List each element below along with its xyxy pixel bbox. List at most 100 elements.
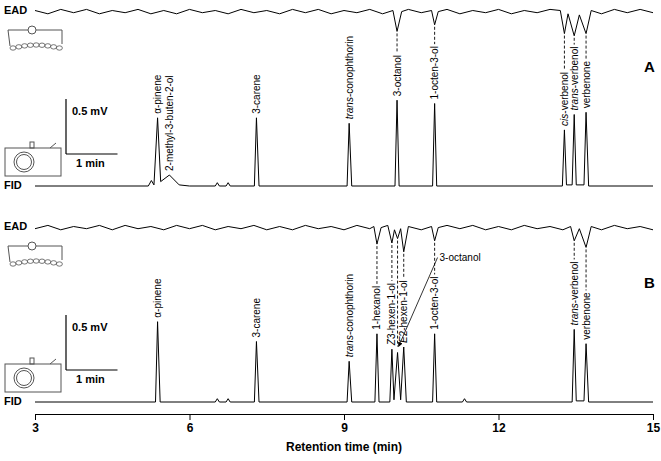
antenna-segment (10, 46, 16, 50)
response-line (574, 38, 575, 45)
icons (5, 242, 62, 392)
trace-line (35, 225, 653, 251)
gc-column (14, 368, 34, 388)
scale-bar-label: 0.5 mV (72, 321, 108, 333)
response-line (574, 243, 575, 260)
antenna-wire (36, 30, 62, 31)
scale-bar-x (66, 369, 118, 370)
antenna-segment (56, 262, 62, 266)
tick-label: 9 (341, 421, 348, 435)
x-axis: 3 6 9 12 15 (32, 414, 660, 435)
trace-group (35, 9, 653, 35)
trace-line (35, 9, 653, 35)
antenna-segment (39, 259, 45, 263)
tick-label: 15 (647, 421, 661, 435)
electrode (62, 246, 63, 260)
peak-label: trans-conophthorin (344, 36, 355, 119)
antenna-segment (39, 43, 45, 47)
tick-label: 12 (492, 421, 506, 435)
antenna-segment (22, 44, 28, 48)
response-line (391, 245, 392, 281)
tick: 6 (187, 414, 194, 435)
panel: EADFIDα-pinene2-methyl-3-buten-2-ol3-car… (4, 4, 655, 191)
gc-box (5, 148, 61, 176)
scale-bar-label: 1 min (76, 373, 105, 385)
callout-arrow (399, 258, 438, 347)
antenna-segment (33, 259, 39, 263)
response-line (397, 241, 398, 347)
axis-title: Retention time (min) (286, 440, 402, 454)
tick: 12 (492, 414, 506, 435)
tick-label: 3 (32, 421, 39, 435)
peak-label: 1-octen-3-ol (429, 46, 440, 99)
peak-label: 2-methyl-3-buten-2-ol (164, 75, 175, 171)
response-line (564, 36, 565, 70)
tick: 3 (32, 414, 39, 435)
gc-outlet (50, 143, 56, 148)
gc-injector (30, 142, 34, 148)
antenna-segment (22, 260, 28, 264)
amplifier (28, 242, 36, 250)
peak-label: 1-octen-3-ol (429, 276, 440, 329)
antenna-segment (16, 45, 22, 49)
icons (5, 26, 62, 176)
gc-column (14, 152, 34, 172)
panel: EADFIDα-pinene3-carenetrans-conophthorin… (4, 220, 655, 407)
track-label: EAD (4, 220, 27, 232)
antenna-wire (8, 246, 28, 247)
electrode (8, 246, 10, 262)
tick-mark (653, 414, 654, 420)
peak-label: α-pinene (152, 74, 163, 114)
tick: 9 (341, 414, 348, 435)
peak-label: E2-hexen-1-ol (398, 280, 409, 343)
response-line (403, 254, 404, 278)
tick-mark (344, 414, 345, 420)
peak-label: 3-octanol (392, 55, 403, 96)
tick-mark (499, 414, 500, 420)
response-line (397, 33, 398, 53)
track-label: EAD (4, 4, 27, 16)
trace-group (35, 225, 653, 251)
peak-label: trans-conophthorin (344, 274, 355, 357)
antenna-segment (27, 43, 33, 47)
track-label: FID (4, 179, 22, 191)
tick-label: 6 (187, 421, 194, 435)
antenna-segment (27, 259, 33, 263)
electrode (62, 30, 63, 44)
antenna-wire (8, 30, 28, 31)
scale-bar-x (66, 153, 118, 154)
panel-label: A (644, 58, 655, 75)
gc-injector (30, 358, 34, 364)
tick-mark (35, 414, 36, 420)
track-label: FID (4, 395, 22, 407)
chart: EAD FID α-pinene2-methyl-3-buten-2-ol 3-car… (0, 0, 661, 461)
response-line (434, 27, 435, 44)
callout-label: 3-octanol (440, 252, 481, 263)
gc-box (5, 364, 61, 392)
peak-label: verbenone (581, 61, 592, 109)
tick-mark (190, 414, 191, 420)
response-line (586, 249, 587, 290)
scale-bar-y (65, 99, 66, 154)
response-line (586, 36, 587, 59)
peak-label: verbenone (581, 292, 592, 340)
tick: 15 (647, 414, 661, 435)
scale-bar-label: 1 min (76, 157, 105, 169)
peak-label: trans-verbenol (569, 261, 580, 325)
antenna-segment (45, 44, 51, 48)
antenna-segment (16, 261, 22, 265)
antenna-segment (56, 46, 62, 50)
peak-label: trans-verbenol (569, 47, 580, 111)
peak-label: 1-hexanol (371, 286, 382, 330)
peak-label: 3-carene (251, 298, 262, 338)
antenna-segment (45, 260, 51, 264)
gc-outlet (50, 359, 56, 364)
antenna-segment (10, 262, 16, 266)
peak-label: Z3-hexen-1-ol (386, 283, 397, 346)
response-line (434, 243, 435, 275)
antenna-segment (51, 261, 57, 265)
gc-column (17, 371, 32, 386)
scale-bar-label: 0.5 mV (72, 105, 108, 117)
amplifier (28, 26, 36, 34)
response-line (376, 246, 377, 284)
